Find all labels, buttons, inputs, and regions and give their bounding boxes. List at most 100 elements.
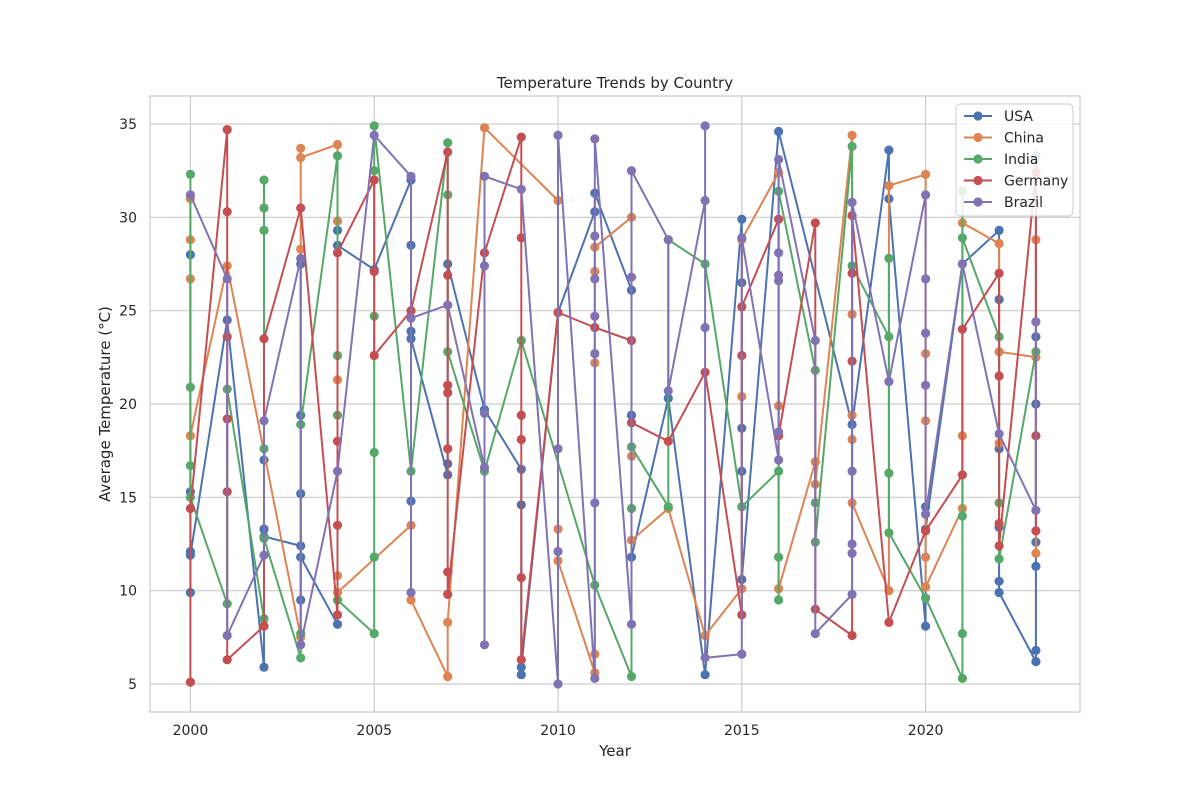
data-point [921,328,931,338]
data-point [259,621,269,631]
data-point [737,214,747,224]
data-point [663,386,673,396]
data-point [774,154,784,165]
chart-title: Temperature Trends by Country [496,74,733,92]
data-point [957,259,968,269]
data-point [700,121,710,131]
data-point [847,630,857,641]
data-point [847,130,857,140]
data-point [222,125,232,135]
data-point [443,671,453,682]
data-point [222,274,232,284]
data-point [296,143,306,153]
data-point [443,380,453,390]
data-point [185,461,195,471]
tick-labels: 2000 2005 2010 2015 2020 5 10 15 20 25 30 35 [119,117,943,739]
data-point [994,554,1004,564]
data-point [847,197,857,207]
data-point [590,498,600,508]
data-point [1031,526,1041,536]
data-point [296,203,306,213]
x-axis-label: Year [598,742,632,760]
data-point [369,266,379,277]
data-point [222,630,232,641]
data-point [332,248,343,258]
data-point [884,617,894,628]
legend-label: USA [1004,109,1033,125]
data-point [369,130,379,140]
data-point [185,169,195,179]
y-tick-label: 20 [119,397,137,413]
data-point [516,233,526,243]
data-point [921,190,931,200]
data-point [516,655,526,665]
data-point [479,123,490,133]
x-tick-label: 2005 [356,723,392,739]
data-point [406,313,416,323]
data-point [296,640,306,650]
data-point [443,300,453,310]
data-point [921,526,931,536]
data-point [921,593,931,603]
data-point [590,673,600,684]
data-point [774,552,784,562]
series-layer [185,121,1041,689]
legend-label: China [1004,131,1044,147]
data-point [296,253,306,263]
data-point [994,576,1004,586]
data-point [222,655,232,665]
data-point [774,248,784,258]
data-point [737,233,747,243]
data-point [443,567,453,577]
data-point [626,619,637,629]
y-tick-label: 30 [119,210,137,226]
data-point [1031,645,1041,656]
data-point [774,126,784,137]
data-point [810,218,820,228]
data-point [994,587,1004,598]
data-point [921,509,931,519]
data-point [700,670,710,680]
data-point [516,573,526,583]
data-point [663,235,673,245]
data-point [921,621,931,631]
data-point [332,619,343,629]
data-point [479,640,490,650]
data-point [259,203,269,213]
data-point [626,671,637,682]
data-point [332,466,343,476]
data-point [884,528,894,538]
data-point [994,429,1004,439]
data-point [1031,548,1041,558]
legend-label: Brazil [1004,195,1043,211]
data-point [1031,561,1041,572]
legend-item-brazil: Brazil [964,195,1043,211]
data-point [332,139,343,150]
data-point [443,147,453,157]
data-point [259,175,269,185]
legend-item-germany: Germany [964,174,1068,190]
plot-frame [149,95,1081,713]
data-point [443,617,453,628]
data-point [516,670,526,680]
data-point [553,546,563,557]
data-point [369,447,379,458]
data-point [884,332,894,342]
data-point [590,134,600,144]
data-point [296,153,306,163]
x-tick-label: 2020 [908,723,944,739]
legend-marker [973,154,983,164]
data-point [700,653,710,663]
data-point [847,589,857,600]
data-point [737,649,747,659]
data-point [479,261,490,271]
y-tick-label: 10 [119,584,137,600]
data-point [259,416,269,426]
data-point [590,311,600,321]
data-point [553,679,563,689]
data-point [259,550,269,560]
data-point [553,444,563,454]
data-point [369,166,379,176]
